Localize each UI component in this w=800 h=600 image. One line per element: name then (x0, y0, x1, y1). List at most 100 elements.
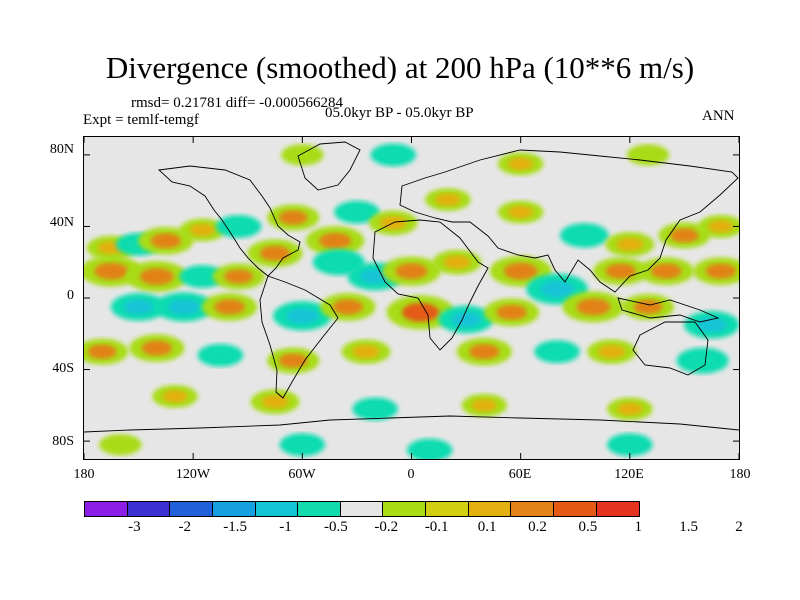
field-core-48 (688, 353, 717, 368)
field-core-20 (324, 255, 354, 270)
colorbar-label: -2 (178, 519, 192, 535)
colorbar-swatch (127, 502, 171, 516)
field-core-57 (617, 438, 643, 451)
north-america-coastline (157, 165, 301, 277)
colorbar-swatch (554, 502, 597, 516)
field-core-53 (617, 402, 643, 416)
field-core-17 (189, 270, 215, 283)
eurasia-coastline (399, 149, 739, 293)
colorbar-swatch (511, 502, 555, 516)
colorbar-label: 0.2 (528, 519, 547, 535)
colorbar (84, 501, 641, 517)
indonesia-coastline (617, 297, 720, 323)
field-core-12 (616, 237, 644, 252)
field-core-43 (278, 353, 308, 368)
field-core-5 (278, 210, 308, 225)
field-core-7 (344, 205, 370, 219)
lat-tick-label-80n: 80N (49, 142, 74, 157)
divergence-field (84, 143, 739, 459)
greenland-coastline (297, 141, 361, 191)
field-core-44 (352, 344, 380, 359)
field-core-33 (332, 299, 363, 315)
field-core-24 (503, 262, 538, 280)
field-core-23 (443, 255, 471, 269)
coastlines (84, 141, 739, 433)
field-core-13 (670, 228, 699, 243)
page-title: Divergence (smoothed) at 200 hPa (10**6 … (105, 50, 695, 85)
lon-tick-label-60w: 60W (288, 467, 316, 482)
colorbar-swatch (212, 502, 256, 516)
colorbar-label: -3 (128, 519, 141, 535)
field-core-32 (286, 307, 319, 324)
experiment-label: Expt = temlf-temgf (83, 112, 199, 128)
field-core-49 (162, 390, 188, 403)
south-america-coastline (259, 275, 339, 399)
field-core-55 (289, 438, 315, 451)
colorbar-label: 1.5 (679, 519, 698, 535)
colorbar-swatch (340, 502, 384, 516)
field-core-29 (123, 299, 154, 315)
field-core-42 (207, 348, 233, 362)
colorbar-label: -1 (279, 519, 292, 535)
field-core-3 (189, 223, 215, 237)
field-core-47 (598, 344, 626, 359)
field-core-4 (226, 220, 252, 233)
field-core-28 (705, 263, 736, 279)
lon-tick-label-60e: 60E (508, 467, 532, 482)
lat-tick-label-80s: 80S (52, 434, 74, 449)
field-core-2 (150, 233, 182, 249)
colorbar-label: 1 (634, 519, 642, 535)
lat-tick-label-eq: 0 (67, 288, 74, 303)
field-core-56 (417, 443, 443, 457)
field-core-52 (471, 399, 497, 412)
period-label: 05.0kyr BP - 05.0kyr BP (325, 105, 474, 121)
lon-tick-label-120w: 120W (175, 467, 211, 482)
colorbar-swatch (383, 502, 427, 516)
field-core-59 (380, 148, 406, 162)
field-core-22 (395, 263, 428, 280)
colorbar-label: -0.2 (374, 519, 399, 535)
lon-tick-label-180e: 180 (729, 467, 751, 482)
colorbar-swatch (85, 502, 128, 516)
colorbar-label: 2 (735, 519, 743, 535)
field-core-18 (224, 269, 253, 284)
colorbar-swatch (170, 502, 213, 516)
colorbar-label: -0.1 (424, 519, 449, 535)
colorbar-swatch (468, 502, 512, 516)
field-core-11 (570, 228, 598, 243)
axis-ticks (83, 137, 740, 459)
colorbar-swatch (255, 502, 299, 516)
field-core-30 (168, 298, 201, 315)
africa-coastline (372, 219, 489, 351)
field-core-34 (401, 302, 440, 322)
lon-tick-label-120e: 120E (614, 467, 644, 482)
field-core-15 (94, 262, 129, 280)
field-core-60 (508, 157, 534, 171)
colorbar-label: -1.5 (223, 519, 248, 535)
colorbar-swatch (426, 502, 469, 516)
colorbar-label: 0.5 (578, 519, 598, 535)
field-core-40 (87, 344, 117, 359)
colorbar-swatch (298, 502, 341, 516)
lon-tick-label-180w: 180 (73, 467, 95, 482)
field-anomaly-58 (281, 144, 324, 166)
field-core-50 (261, 395, 289, 409)
lat-tick-label-40s: 40S (52, 361, 74, 376)
antarctica-coastline (84, 415, 739, 433)
field-core-36 (496, 304, 527, 320)
australia-coastline (632, 321, 709, 376)
field-core-14 (708, 220, 734, 233)
colorbar-label: 0.1 (477, 519, 497, 535)
field-anomaly-54 (99, 434, 142, 456)
field-core-31 (214, 299, 245, 315)
season-label: ANN (702, 108, 735, 124)
field-core-35 (450, 311, 482, 328)
field-core-51 (362, 402, 388, 416)
lat-tick-label-40n: 40N (49, 215, 74, 230)
colorbar-label: -0.5 (324, 519, 348, 535)
field-core-45 (469, 344, 500, 360)
field-core-37 (576, 298, 611, 316)
stats-label: rmsd= 0.21781 diff= -0.000566284 (131, 95, 344, 111)
field-core-26 (605, 263, 636, 279)
